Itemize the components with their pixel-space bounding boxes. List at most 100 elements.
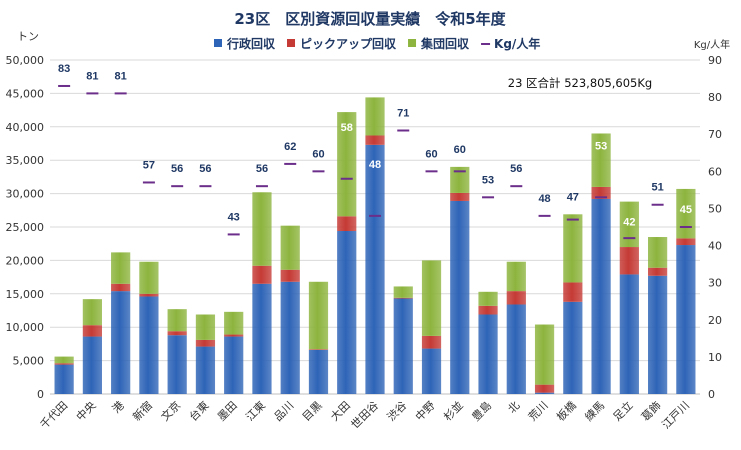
kg-data-label: 53 xyxy=(482,174,494,186)
x-tick-label: 世田谷 xyxy=(349,399,382,432)
bar-segment xyxy=(365,135,385,145)
bar-segment xyxy=(393,298,413,394)
x-tick-label: 杉並 xyxy=(440,398,465,423)
kg-data-label: 56 xyxy=(199,163,211,175)
x-tick-label: 港 xyxy=(110,399,127,416)
y-right-tick-label: 40 xyxy=(708,240,722,253)
kg-markers: 83 81 81 57 56 56 43 56 62 60 58 48 71 60 60 53 56 48 47 53… xyxy=(58,63,692,240)
kg-data-label: 60 xyxy=(454,144,466,156)
bar-segment xyxy=(450,166,470,193)
bar-segment xyxy=(139,296,159,394)
bar-segment xyxy=(478,314,498,394)
y-left-tick-label: 20,000 xyxy=(6,254,45,267)
kg-data-label: 58 xyxy=(341,122,353,134)
x-tick-label: 墨田 xyxy=(215,399,240,424)
bar-segment xyxy=(421,348,442,394)
bar-segment xyxy=(224,334,244,337)
y-left-tick-label: 50,000 xyxy=(6,54,45,67)
x-tick-label: 台東 xyxy=(186,398,211,423)
bar-segment xyxy=(619,274,639,394)
bar-segment xyxy=(167,309,187,332)
bar-segment xyxy=(648,267,668,276)
bar-segment xyxy=(478,305,498,315)
bar-segment xyxy=(563,301,583,394)
bar-segment xyxy=(648,275,668,394)
bar-segment xyxy=(506,261,526,292)
bar-segment xyxy=(111,283,131,292)
y-right-tick-label: 20 xyxy=(708,314,722,327)
y-right-tick-label: 70 xyxy=(708,128,722,141)
kg-data-label: 56 xyxy=(171,163,183,175)
bar-segment xyxy=(54,356,74,364)
y-right-tick-label: 80 xyxy=(708,91,722,104)
bar-segment xyxy=(676,238,696,246)
x-tick-label: 目黒 xyxy=(300,399,325,424)
bar-segment xyxy=(563,282,583,302)
x-tick-label: 豊島 xyxy=(469,398,494,423)
x-tick-label: 中央 xyxy=(74,399,99,424)
bar-segment xyxy=(308,281,329,350)
kg-data-label: 60 xyxy=(425,148,437,160)
kg-data-label: 71 xyxy=(397,108,409,120)
bar-segment xyxy=(280,225,300,270)
y-left-tick-label: 10,000 xyxy=(6,321,45,334)
bar-segment xyxy=(478,291,498,306)
bar-segment xyxy=(365,97,385,136)
y-axis-right: 0 10 20 30 40 50 60 70 80 90 xyxy=(708,54,722,401)
kg-data-label: 43 xyxy=(228,211,240,223)
legend-swatch xyxy=(214,39,222,47)
bar-segment xyxy=(280,269,300,282)
kg-data-label: 81 xyxy=(115,70,127,82)
bar-segment xyxy=(337,216,357,232)
y-right-tick-label: 10 xyxy=(708,351,722,364)
x-tick-label: 江戸川 xyxy=(659,399,692,432)
legend: 行政回収 ピックアップ回収 集団回収 Kg/人年 xyxy=(214,36,540,51)
bar-segment xyxy=(421,335,442,349)
y-left-tick-label: 35,000 xyxy=(6,154,45,167)
bar-segment xyxy=(280,281,300,394)
y-axis-left-label: トン xyxy=(17,30,39,43)
bar-segment xyxy=(591,198,611,394)
y-axis-right-label: Kg/人年 xyxy=(694,38,730,51)
bar-segment xyxy=(111,252,131,284)
bar-segment xyxy=(506,304,526,394)
bar-segment xyxy=(54,364,74,394)
kg-data-label: 53 xyxy=(595,140,607,152)
bar-segment xyxy=(393,297,413,299)
kg-data-label: 57 xyxy=(143,159,155,171)
bar-segment xyxy=(337,112,357,217)
bar-segment xyxy=(619,247,639,275)
x-tick-label: 北 xyxy=(505,399,522,416)
bar-segment xyxy=(450,192,470,201)
x-tick-label: 練馬 xyxy=(582,398,607,423)
bar-segment xyxy=(506,291,526,305)
bar-segment xyxy=(563,214,583,283)
bar-segment xyxy=(619,201,639,248)
kg-data-label: 56 xyxy=(256,163,268,175)
y-right-tick-label: 50 xyxy=(708,202,722,215)
bar-segment xyxy=(308,349,329,394)
kg-data-label: 60 xyxy=(312,148,324,160)
bar-segment xyxy=(167,331,187,336)
kg-data-label: 83 xyxy=(58,63,70,75)
bar-segment xyxy=(195,314,216,340)
kg-data-label: 48 xyxy=(538,193,550,205)
bar-segment xyxy=(195,339,216,347)
bar-segment xyxy=(252,283,272,394)
y-left-tick-label: 5,000 xyxy=(13,355,45,368)
bar-segment xyxy=(393,286,413,298)
y-left-tick-label: 15,000 xyxy=(6,288,45,301)
y-right-tick-label: 90 xyxy=(708,54,722,67)
x-tick-label: 渋谷 xyxy=(385,399,410,424)
bars xyxy=(54,97,696,394)
bar-segment xyxy=(139,261,159,294)
kg-data-label: 42 xyxy=(623,217,635,229)
bar-segment xyxy=(224,336,244,394)
bar-segment xyxy=(82,325,102,337)
bar-segment xyxy=(591,186,611,199)
legend-label: 行政回収 xyxy=(226,36,276,51)
kg-data-label: 56 xyxy=(510,163,522,175)
y-right-tick-label: 30 xyxy=(708,277,722,290)
y-left-tick-label: 0 xyxy=(37,388,44,401)
bar-segment xyxy=(252,265,272,284)
